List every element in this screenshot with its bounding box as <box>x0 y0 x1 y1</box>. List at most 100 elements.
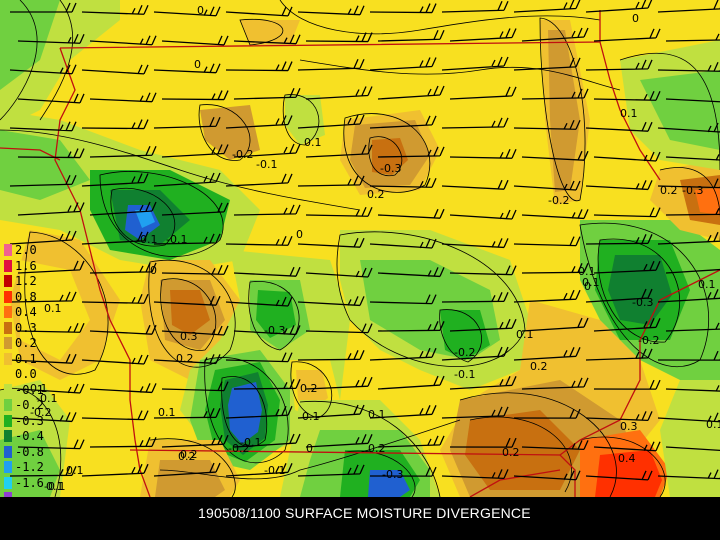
legend-swatch <box>4 445 12 458</box>
wind-barb <box>449 209 517 220</box>
wind-barb <box>521 27 589 42</box>
wind-barb <box>81 293 149 304</box>
wind-barb <box>377 146 445 158</box>
wind-barb <box>81 463 149 477</box>
wind-barb <box>593 28 661 42</box>
wind-barb <box>305 376 373 390</box>
wind-barb <box>81 410 149 421</box>
wind-barb <box>585 411 653 422</box>
wind-barb <box>297 114 365 129</box>
legend-swatch <box>4 461 12 473</box>
wind-barb <box>9 121 77 132</box>
wind-barb <box>305 267 373 278</box>
legend-swatch <box>4 399 12 411</box>
wind-barb <box>89 262 157 274</box>
contour-label: 0 <box>197 4 204 17</box>
contour-label: -0.3 <box>380 162 401 175</box>
wind-barb <box>233 325 301 336</box>
wind-barb <box>161 264 229 275</box>
wind-barb <box>10 2 77 13</box>
wind-barb <box>377 321 445 332</box>
wind-barb <box>593 260 661 274</box>
wind-barb <box>665 208 720 216</box>
wind-barb <box>521 209 589 220</box>
wind-barb <box>441 406 509 419</box>
contour-label: 0.2 <box>300 382 318 395</box>
contour-label: 0.2 <box>660 184 678 197</box>
wind-barb <box>9 174 77 187</box>
legend-label: 2.0 <box>15 243 37 257</box>
wind-barb <box>441 56 509 71</box>
wind-barb <box>161 35 229 46</box>
contour-labels: 000-0.2-0.10.1-0.30.2 -0.20.2 -0.3-0.1 -0.1… <box>30 4 720 493</box>
wind-barb <box>665 33 720 42</box>
wind-barb <box>153 408 221 419</box>
wind-barb <box>441 117 509 129</box>
wind-barb <box>17 439 85 450</box>
footer-bar <box>0 497 720 540</box>
legend-label: 0.0 <box>15 367 37 381</box>
wind-barb <box>9 291 77 303</box>
contour-label: -0.2 <box>232 148 253 161</box>
wind-barb <box>449 265 517 276</box>
contour-label: 0.3 <box>620 420 638 433</box>
legend-label: 0.4 <box>15 305 37 319</box>
contour-lines <box>0 0 720 497</box>
wind-barb <box>89 437 157 448</box>
wind-barb <box>17 93 85 104</box>
wind-barb <box>585 180 653 191</box>
wind-barb <box>593 151 661 162</box>
map-title: 190508/1100 SURFACE MOISTURE DIVERGENCE <box>198 505 531 521</box>
wind-barb <box>521 317 589 332</box>
wind-barb <box>81 231 149 245</box>
wind-barb <box>297 350 365 361</box>
wind-barb <box>153 354 221 365</box>
wind-barb <box>17 260 85 274</box>
contour-label: -0.2 <box>228 442 249 455</box>
legend-label: -0.4 <box>15 429 44 443</box>
wind-barb <box>521 377 589 390</box>
wind-barb <box>305 144 373 158</box>
wind-barb <box>513 408 581 419</box>
contour-label: -0.3 <box>382 468 403 481</box>
wind-barb <box>153 462 221 477</box>
legend-swatch <box>4 290 12 303</box>
legend-swatch <box>4 244 12 256</box>
wind-barb <box>369 294 437 305</box>
wind-barb <box>657 231 720 245</box>
wind-barb <box>449 318 517 332</box>
legend-label: -1.2 <box>15 460 44 474</box>
contour-label: 0 <box>306 442 313 455</box>
wind-barb <box>657 350 720 361</box>
wind-barb <box>657 122 720 133</box>
contour-label: 0 <box>584 280 591 293</box>
contour-label: 0.1 <box>66 464 84 477</box>
wind-barb <box>89 201 157 216</box>
wind-barbs <box>9 0 720 481</box>
wind-barb <box>449 437 517 448</box>
contour-label: 0 <box>150 264 157 277</box>
legend-label: -0.2 <box>15 398 44 412</box>
wind-barb <box>17 322 85 333</box>
wind-barb <box>377 267 445 278</box>
contour-label: 0.2 <box>368 442 386 455</box>
contour-label: -0.2 <box>454 346 475 359</box>
legend-label: -1.6 <box>15 475 44 490</box>
legend-swatch <box>4 476 12 489</box>
wind-barb <box>369 3 437 14</box>
wind-barb <box>81 119 149 130</box>
wind-barb <box>521 88 589 100</box>
wind-barb <box>657 178 720 189</box>
wind-barb <box>225 296 293 307</box>
wind-barb <box>161 325 229 336</box>
wind-barb <box>585 470 653 481</box>
wind-barb <box>161 90 229 101</box>
wind-barb <box>297 464 365 477</box>
contour-label: 0.1 <box>304 136 322 149</box>
wind-barb <box>233 87 301 100</box>
wind-barb <box>9 353 77 364</box>
contour-label: -0.1 <box>256 158 277 171</box>
wind-barb <box>513 180 581 191</box>
wind-barb <box>153 6 221 17</box>
legend-label: 0.3 <box>15 320 37 335</box>
